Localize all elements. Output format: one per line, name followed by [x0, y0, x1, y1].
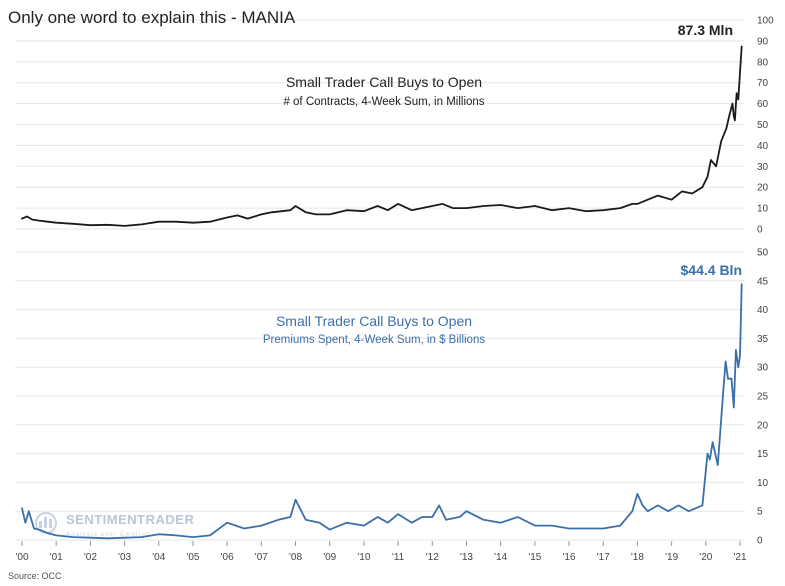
x-tick-label: '02 [84, 552, 97, 563]
x-tick-label: '13 [460, 552, 473, 563]
x-tick-label: '01 [50, 552, 63, 563]
top-y-tick-label: 20 [757, 183, 769, 194]
bottom-y-tick-label: 50 [757, 248, 769, 259]
bottom-series-line [21, 283, 743, 540]
top-y-tick-label: 30 [757, 162, 769, 173]
top-y-tick-label: 100 [757, 16, 774, 27]
x-tick-label: '19 [665, 552, 678, 563]
bottom-chart-title: Small Trader Call Buys to Open [276, 313, 472, 329]
top-y-tick-label: 10 [757, 204, 769, 215]
x-tick-label: '12 [426, 552, 439, 563]
page-title: Only one word to explain this - MANIA [8, 8, 296, 27]
x-tick-label: '18 [631, 552, 644, 563]
x-tick-label: '04 [152, 552, 165, 563]
bottom-y-tick-label: 30 [757, 363, 769, 374]
top-series-line [21, 45, 743, 227]
x-tick-label: '20 [699, 552, 712, 563]
bottom-y-tick-label: 20 [757, 420, 769, 431]
x-tick-label: '08 [289, 552, 302, 563]
bottom-y-tick-label: 15 [757, 449, 769, 460]
x-tick-label: '05 [186, 552, 199, 563]
x-tick-label: '14 [494, 552, 507, 563]
sentimentrader-watermark: SENTIMENTRADER Analysis over Emotion [35, 512, 194, 538]
watermark-tagline: Analysis over Emotion [66, 532, 151, 538]
bottom-end-value-label: $44.4 Bln [681, 262, 742, 278]
x-tick-label: '17 [597, 552, 610, 563]
x-tick-label: '07 [255, 552, 268, 563]
x-tick-label: '10 [357, 552, 370, 563]
x-tick-label: '11 [392, 552, 405, 563]
series-lines [21, 45, 743, 540]
top-y-tick-label: 40 [757, 141, 769, 152]
watermark-text: SENTIMENTRADER [66, 512, 194, 527]
gridlines [15, 19, 745, 541]
top-end-value-label: 87.3 Mln [678, 22, 733, 38]
x-tick-label: '16 [563, 552, 576, 563]
x-tick-label: '00 [15, 552, 28, 563]
tick-labels: 0 10 20 30 40 50 60 70 80 90 100 0 5 10 15 20 25 30 35 40 45… [15, 16, 774, 564]
x-tick-label: '06 [221, 552, 234, 563]
bottom-y-tick-label: 5 [757, 507, 763, 518]
bottom-y-tick-label: 10 [757, 478, 769, 489]
bottom-chart-subtitle: Premiums Spent, 4-Week Sum, in $ Billion… [263, 334, 485, 346]
top-y-tick-label: 70 [757, 78, 769, 89]
top-y-tick-label: 50 [757, 120, 769, 131]
x-tick-label: '09 [323, 552, 336, 563]
x-tick-label: '21 [733, 552, 746, 563]
x-tick-label: '15 [528, 552, 541, 563]
top-y-tick-label: 0 [757, 225, 763, 236]
top-y-tick-label: 60 [757, 99, 769, 110]
top-chart-subtitle: # of Contracts, 4-Week Sum, in Millions [283, 96, 484, 108]
top-y-tick-label: 90 [757, 36, 769, 47]
bottom-y-tick-label: 25 [757, 392, 769, 403]
top-y-tick-label: 80 [757, 57, 769, 68]
bottom-y-tick-label: 0 [757, 536, 763, 547]
top-chart-title: Small Trader Call Buys to Open [286, 74, 482, 90]
source-note: Source: OCC [8, 571, 62, 581]
x-tick-label: '03 [118, 552, 131, 563]
bottom-y-tick-label: 35 [757, 334, 769, 345]
bottom-y-tick-label: 45 [757, 276, 769, 287]
bottom-y-tick-label: 40 [757, 305, 769, 316]
